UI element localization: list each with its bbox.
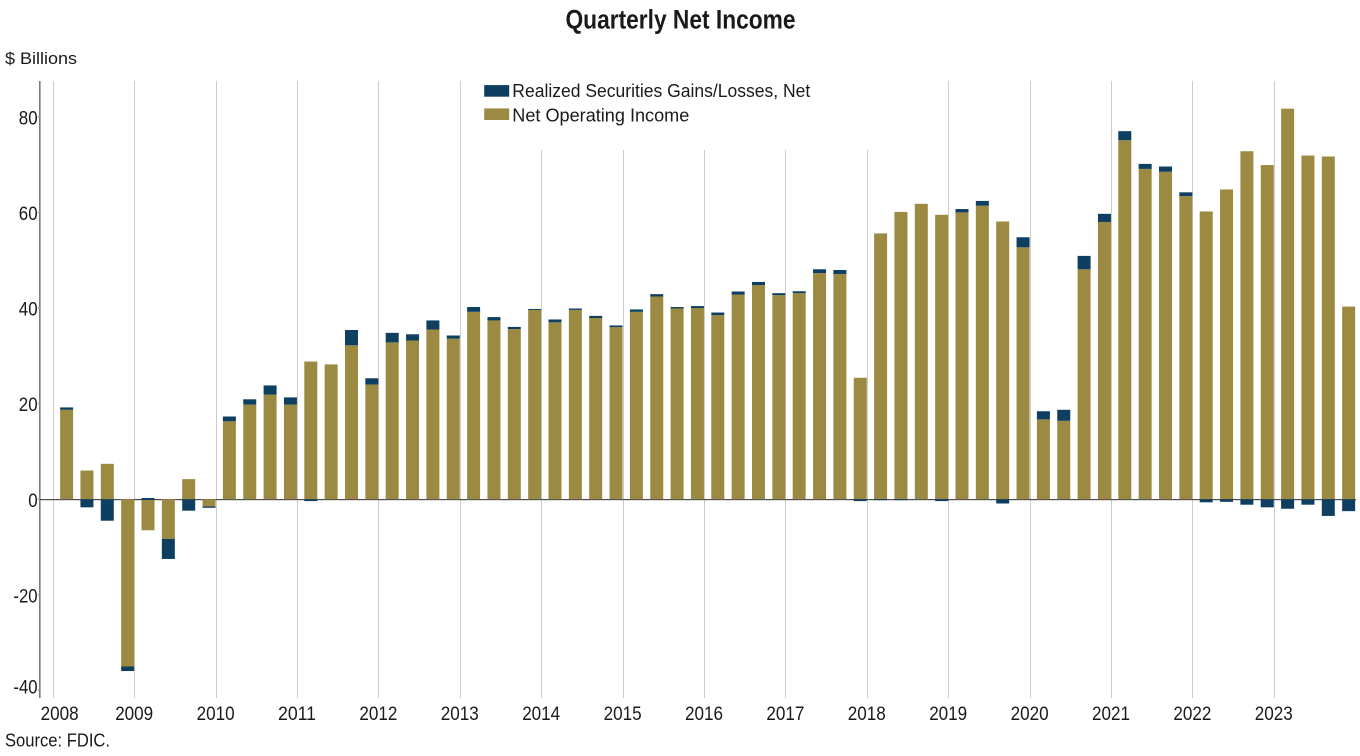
svg-text:2021: 2021 <box>1092 704 1130 725</box>
svg-text:0: 0 <box>28 491 37 512</box>
svg-text:2009: 2009 <box>115 704 153 725</box>
svg-text:2018: 2018 <box>848 704 886 725</box>
svg-text:Source: FDIC.: Source: FDIC. <box>5 730 110 750</box>
svg-text:2013: 2013 <box>441 704 479 725</box>
svg-text:2017: 2017 <box>766 704 804 725</box>
svg-text:2016: 2016 <box>685 704 723 725</box>
svg-text:2019: 2019 <box>929 704 967 725</box>
svg-text:-40: -40 <box>13 678 37 699</box>
svg-text:80: 80 <box>19 108 38 129</box>
svg-text:2014: 2014 <box>522 704 560 725</box>
svg-text:60: 60 <box>19 204 38 225</box>
svg-text:Net Operating Income: Net Operating Income <box>512 105 689 125</box>
svg-text:2023: 2023 <box>1255 704 1293 725</box>
svg-text:-20: -20 <box>13 586 37 607</box>
svg-text:2022: 2022 <box>1173 704 1211 725</box>
svg-text:2012: 2012 <box>359 704 397 725</box>
svg-text:$ Billions: $ Billions <box>5 50 77 68</box>
svg-text:40: 40 <box>19 300 38 321</box>
svg-text:Realized Securities Gains/Loss: Realized Securities Gains/Losses, Net <box>512 81 810 101</box>
svg-text:2020: 2020 <box>1011 704 1049 725</box>
svg-text:20: 20 <box>19 395 38 416</box>
svg-text:Quarterly Net Income: Quarterly Net Income <box>566 5 796 35</box>
svg-text:2010: 2010 <box>197 704 235 725</box>
svg-text:2015: 2015 <box>604 704 642 725</box>
svg-text:2008: 2008 <box>41 704 79 725</box>
svg-text:2011: 2011 <box>278 704 316 725</box>
